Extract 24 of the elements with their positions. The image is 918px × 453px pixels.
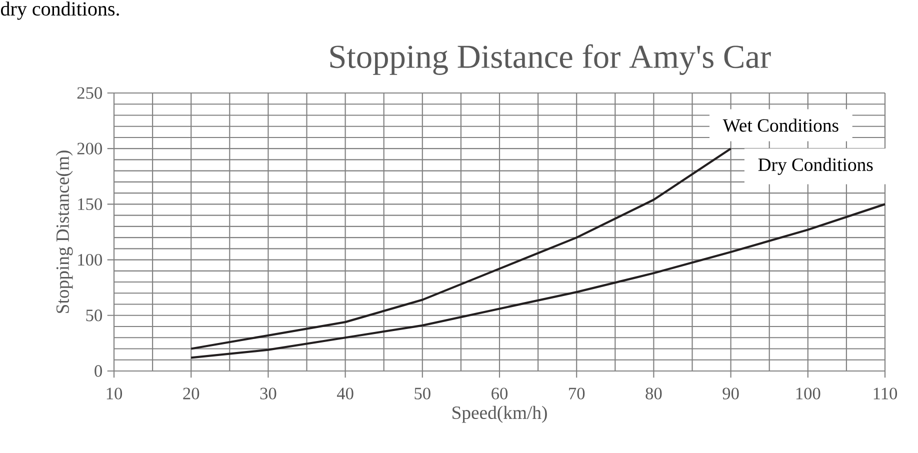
y-tick-label: 150 (78, 198, 102, 210)
x-tick-label: 40 (336, 388, 354, 400)
x-tick-label: 110 (874, 388, 898, 400)
y-tick-label: 100 (78, 254, 102, 266)
x-tick-label: 50 (414, 388, 430, 400)
x-tick-label: 30 (260, 388, 276, 400)
series-label: Wet Conditions (722, 118, 838, 132)
x-tick-label: 20 (183, 388, 200, 400)
x-tick-label: 80 (646, 388, 662, 400)
y-tick-label: 250 (77, 87, 102, 99)
x-tick-label: 70 (569, 388, 585, 400)
chart-title: Stopping Distance for Amy's Car (330, 44, 771, 75)
x-tick-label: 90 (722, 388, 739, 400)
x-tick-label: 100 (796, 388, 820, 400)
series-label: Dry Conditions (758, 158, 873, 175)
x-tick-label: 10 (106, 388, 122, 400)
line-series (190, 148, 732, 350)
x-tick-label: 60 (492, 388, 508, 400)
y-axis-title: Stopping Distance(m) (56, 150, 73, 313)
y-tick-label: 0 (94, 365, 102, 377)
y-tick-label: 200 (77, 142, 102, 154)
x-axis-title: Speed(km/h) (452, 406, 547, 423)
text: dry conditions. (1, 2, 119, 20)
y-tick-label: 50 (86, 310, 102, 322)
